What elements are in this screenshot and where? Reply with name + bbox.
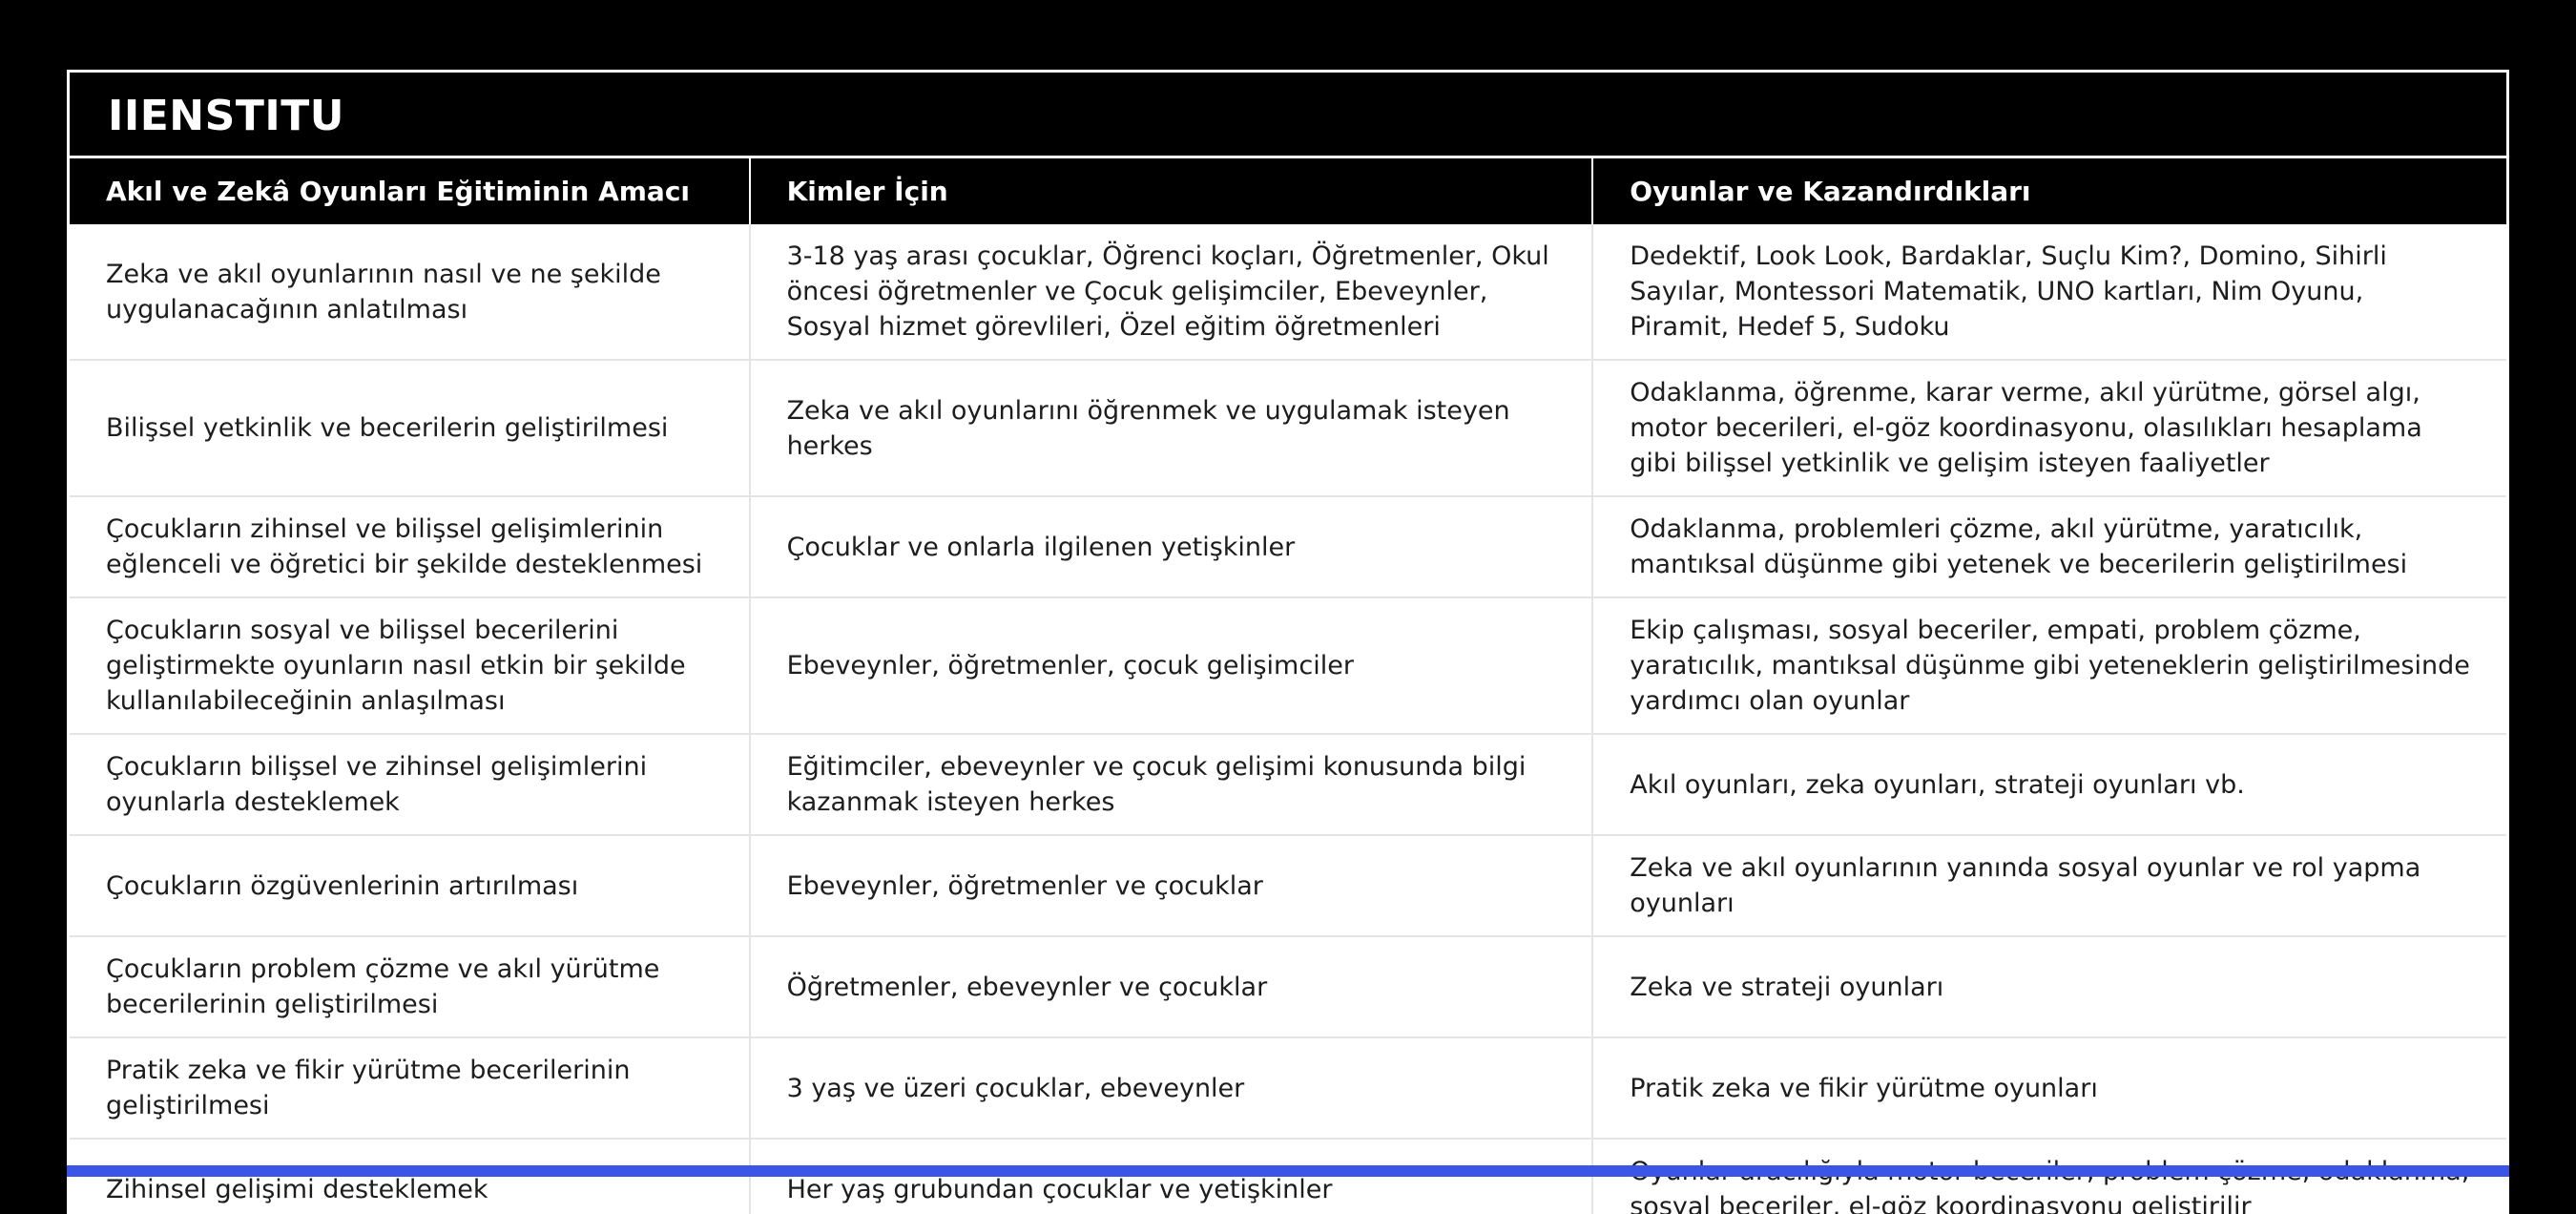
cell-kimler: Ebeveynler, öğretmenler ve çocuklar	[748, 834, 1593, 936]
table-row: Çocukların zihinsel ve bilişsel gelişiml…	[70, 495, 2506, 597]
table-row: Çocukların özgüvenlerinin artırılması Eb…	[70, 834, 2506, 936]
cell-amac: Çocukların özgüvenlerinin artırılması	[70, 834, 750, 936]
cell-oyunlar: Zeka ve akıl oyunlarının yanında sosyal …	[1591, 834, 2506, 936]
cell-kimler: 3 yaş ve üzeri çocuklar, ebeveynler	[748, 1036, 1593, 1139]
table-row: Pratik zeka ve fikir yürütme becerilerin…	[70, 1036, 2506, 1139]
table-row: Çocukların problem çözme ve akıl yürütme…	[70, 935, 2506, 1037]
cell-kimler: 3-18 yaş arası çocuklar, Öğrenci koçları…	[748, 224, 1593, 360]
brand-logo-text: IIENSTITU	[70, 73, 2506, 156]
table-row: Çocukların bilişsel ve zihinsel gelişiml…	[70, 733, 2506, 835]
cell-kimler: Öğretmenler, ebeveynler ve çocuklar	[748, 935, 1593, 1037]
footer-accent-bar	[67, 1165, 2509, 1177]
table-row: Çocukların sosyal ve bilişsel becerileri…	[70, 597, 2506, 734]
cell-kimler: Zeka ve akıl oyunlarını öğrenmek ve uygu…	[748, 359, 1593, 496]
table-row: Bilişsel yetkinlik ve becerilerin gelişt…	[70, 359, 2506, 496]
cell-amac: Pratik zeka ve fikir yürütme becerilerin…	[70, 1036, 750, 1139]
table-row: Zeka ve akıl oyunlarının nasıl ve ne şek…	[70, 224, 2506, 360]
games-education-table: IIENSTITU Akıl ve Zekâ Oyunları Eğitimin…	[67, 70, 2509, 1214]
cell-oyunlar: Pratik zeka ve fikir yürütme oyunları	[1591, 1036, 2506, 1139]
cell-oyunlar: Odaklanma, problemleri çözme, akıl yürüt…	[1591, 495, 2506, 597]
table-header-row: Akıl ve Zekâ Oyunları Eğitiminin Amacı K…	[70, 156, 2506, 224]
column-header-kimler-icin: Kimler İçin	[748, 156, 1593, 224]
cell-kimler: Ebeveynler, öğretmenler, çocuk gelişimci…	[748, 597, 1593, 734]
cell-oyunlar: Ekip çalışması, sosyal beceriler, empati…	[1591, 597, 2506, 734]
column-header-amac: Akıl ve Zekâ Oyunları Eğitiminin Amacı	[70, 156, 750, 224]
education-purpose-table: Akıl ve Zekâ Oyunları Eğitiminin Amacı K…	[70, 156, 2506, 1214]
cell-oyunlar: Akıl oyunları, zeka oyunları, strateji o…	[1591, 733, 2506, 835]
cell-amac: Çocukların problem çözme ve akıl yürütme…	[70, 935, 750, 1037]
cell-oyunlar: Odaklanma, öğrenme, karar verme, akıl yü…	[1591, 359, 2506, 496]
cell-amac: Zeka ve akıl oyunlarının nasıl ve ne şek…	[70, 224, 750, 360]
table-body: Zeka ve akıl oyunlarının nasıl ve ne şek…	[70, 224, 2506, 1214]
cell-kimler: Çocuklar ve onlarla ilgilenen yetişkinle…	[748, 495, 1593, 597]
cell-oyunlar: Dedektif, Look Look, Bardaklar, Suçlu Ki…	[1591, 224, 2506, 360]
cell-amac: Çocukların sosyal ve bilişsel becerileri…	[70, 597, 750, 734]
column-header-oyunlar-kazandirdiklari: Oyunlar ve Kazandırdıkları	[1591, 156, 2506, 224]
cell-oyunlar: Zeka ve strateji oyunları	[1591, 935, 2506, 1037]
cell-amac: Çocukların zihinsel ve bilişsel gelişiml…	[70, 495, 750, 597]
cell-amac: Bilişsel yetkinlik ve becerilerin gelişt…	[70, 359, 750, 496]
cell-amac: Çocukların bilişsel ve zihinsel gelişiml…	[70, 733, 750, 835]
cell-kimler: Eğitimciler, ebeveynler ve çocuk gelişim…	[748, 733, 1593, 835]
